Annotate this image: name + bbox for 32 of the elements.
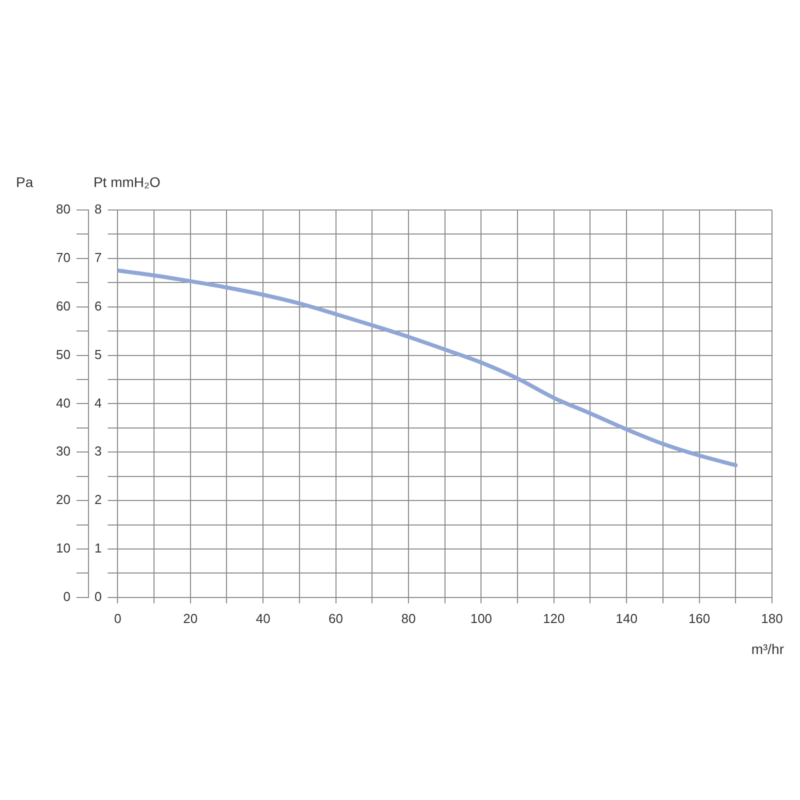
y-tick-label: 1 <box>94 540 102 556</box>
x-tick-label: 40 <box>256 610 270 626</box>
y2-tick-label: 80 <box>56 202 70 217</box>
x-tick-label: 80 <box>401 610 416 626</box>
x-tick-label: 180 <box>761 610 783 626</box>
x-axis-title: m³/hr <box>751 640 784 657</box>
y2-tick-label: 40 <box>56 395 70 410</box>
y2-tick-label: 30 <box>56 444 70 459</box>
x-tick-label: 20 <box>183 610 198 626</box>
y2-axis-title: Pa <box>16 174 34 190</box>
x-tick-label: 120 <box>543 610 565 626</box>
x-tick-label: 60 <box>328 610 344 626</box>
y2-tick-label: 0 <box>63 588 70 604</box>
y-tick-label: 3 <box>94 444 102 459</box>
y2-tick-label: 60 <box>56 298 70 314</box>
y-axis-title: Pt mmH₂O <box>93 174 160 190</box>
y-tick-label: 6 <box>94 298 102 314</box>
y-tick-label: 7 <box>94 250 102 266</box>
y2-tick-label: 50 <box>56 346 70 362</box>
y-tick-label: 4 <box>94 395 102 410</box>
x-tick-label: 140 <box>616 610 638 626</box>
y2-tick-label: 20 <box>56 492 70 508</box>
x-tick-label: 160 <box>688 610 710 626</box>
y-tick-label: 5 <box>94 346 102 362</box>
y-tick-label: 0 <box>94 588 102 604</box>
y-tick-label: 2 <box>94 492 102 508</box>
y2-tick-label: 70 <box>56 250 70 266</box>
x-tick-label: 100 <box>470 610 492 626</box>
x-tick-label: 0 <box>114 610 122 626</box>
y2-tick-label: 10 <box>56 540 70 556</box>
y-tick-label: 8 <box>94 202 102 217</box>
line-series <box>118 268 738 468</box>
